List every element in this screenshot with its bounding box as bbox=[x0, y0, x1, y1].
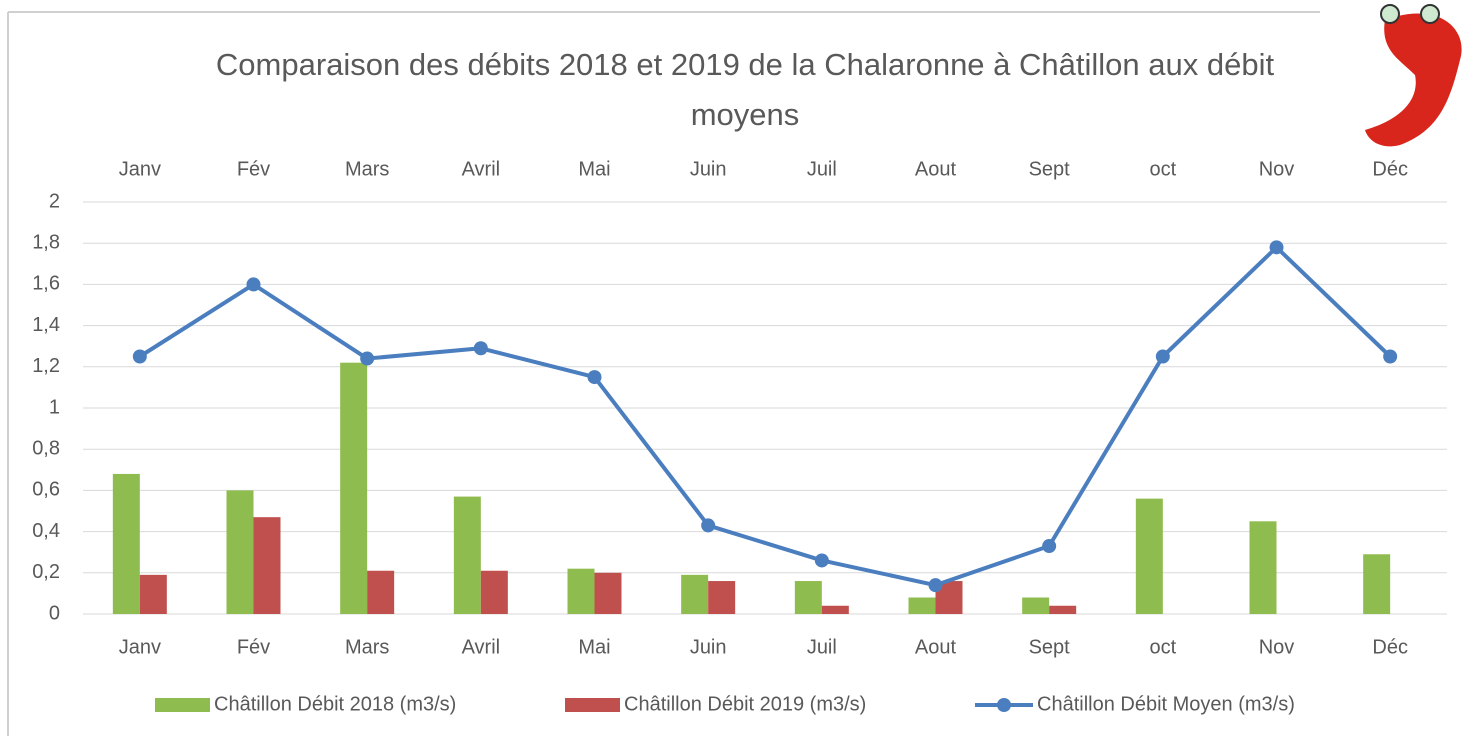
x-tick-label-top: Nov bbox=[1259, 158, 1295, 180]
legend-swatch bbox=[565, 698, 620, 712]
y-tick-label: 1,6 bbox=[32, 273, 60, 295]
line-marker bbox=[1042, 539, 1056, 553]
bar bbox=[454, 497, 481, 614]
bar bbox=[1049, 606, 1076, 614]
y-tick-label: 1,2 bbox=[32, 355, 60, 377]
y-tick-label: 0 bbox=[49, 602, 60, 624]
y-tick-label: 0,2 bbox=[32, 561, 60, 583]
x-tick-label: Fév bbox=[237, 636, 270, 658]
line-marker bbox=[360, 352, 374, 366]
y-tick-label: 0,4 bbox=[32, 520, 60, 542]
bar bbox=[367, 571, 394, 614]
bar bbox=[340, 363, 367, 614]
x-tick-label: Déc bbox=[1372, 636, 1408, 658]
bar bbox=[708, 581, 735, 614]
x-tick-label-top: Fév bbox=[237, 158, 270, 180]
x-tick-label-top: Mai bbox=[578, 158, 610, 180]
mascot bbox=[1365, 5, 1462, 146]
bar bbox=[568, 569, 595, 614]
bar bbox=[822, 606, 849, 614]
x-tick-label: Juil bbox=[807, 636, 837, 658]
legend-label: Châtillon Débit 2018 (m3/s) bbox=[214, 693, 456, 715]
line-marker bbox=[1156, 350, 1170, 364]
legend-swatch bbox=[155, 698, 210, 712]
x-tick-label-top: Mars bbox=[345, 158, 389, 180]
x-tick-label-top: Avril bbox=[462, 158, 501, 180]
legend-swatch bbox=[997, 698, 1011, 712]
x-tick-label: Janv bbox=[119, 636, 161, 658]
bar bbox=[595, 573, 622, 614]
x-tick-label: Sept bbox=[1029, 636, 1071, 658]
y-tick-label: 1,4 bbox=[32, 314, 60, 336]
x-tick-label-top: Janv bbox=[119, 158, 161, 180]
x-tick-label: Juin bbox=[690, 636, 727, 658]
x-tick-label-top: Déc bbox=[1372, 158, 1408, 180]
legend-label: Châtillon Débit Moyen (m3/s) bbox=[1037, 693, 1295, 715]
x-tick-label: Nov bbox=[1259, 636, 1295, 658]
bar bbox=[113, 474, 140, 614]
x-tick-label-top: Juin bbox=[690, 158, 727, 180]
line-marker bbox=[1383, 350, 1397, 364]
x-tick-label-top: Sept bbox=[1029, 158, 1071, 180]
x-tick-label: Mai bbox=[578, 636, 610, 658]
bar bbox=[481, 571, 508, 614]
bar bbox=[1250, 521, 1277, 614]
y-tick-label: 1,8 bbox=[32, 231, 60, 253]
x-tick-label: Aout bbox=[915, 636, 957, 658]
y-tick-label: 0,6 bbox=[32, 479, 60, 501]
chart-title: Comparaison des débits 2018 et 2019 de l… bbox=[160, 40, 1330, 140]
line-marker bbox=[1270, 240, 1284, 254]
line-marker bbox=[133, 350, 147, 364]
y-tick-label: 0,8 bbox=[32, 437, 60, 459]
x-tick-label-top: oct bbox=[1149, 158, 1176, 180]
bar bbox=[1363, 554, 1390, 614]
y-tick-label: 1 bbox=[49, 396, 60, 418]
x-tick-label: Mars bbox=[345, 636, 389, 658]
line-marker bbox=[929, 578, 943, 592]
legend-label: Châtillon Débit 2019 (m3/s) bbox=[624, 693, 866, 715]
bar bbox=[140, 575, 167, 614]
bar bbox=[681, 575, 708, 614]
bar bbox=[227, 490, 254, 614]
bar bbox=[254, 517, 281, 614]
x-tick-label-top: Aout bbox=[915, 158, 957, 180]
x-tick-label: Avril bbox=[462, 636, 501, 658]
x-tick-label-top: Juil bbox=[807, 158, 837, 180]
line-marker bbox=[701, 518, 715, 532]
y-tick-label: 2 bbox=[49, 190, 60, 212]
line-marker bbox=[247, 277, 261, 291]
bar bbox=[1136, 499, 1163, 614]
page: 0 0,2 0,4 0,6 0,8 1 1,2 1,4 1,6 1,8 2 Janv Janv Fév Fé… bbox=[0, 0, 1469, 736]
line-marker bbox=[815, 553, 829, 567]
bar bbox=[909, 598, 936, 614]
line-marker bbox=[588, 370, 602, 384]
bar bbox=[1022, 598, 1049, 614]
bar bbox=[795, 581, 822, 614]
line bbox=[140, 247, 1390, 585]
x-tick-label: oct bbox=[1149, 636, 1176, 658]
line-marker bbox=[474, 341, 488, 355]
